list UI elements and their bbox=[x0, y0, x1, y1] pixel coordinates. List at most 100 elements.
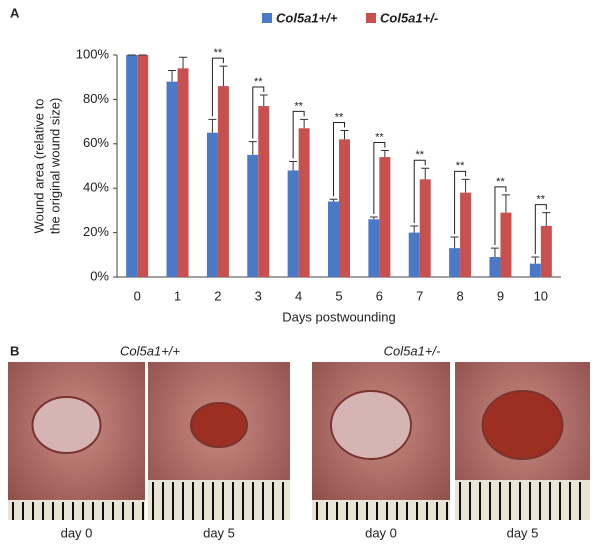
error-bar bbox=[369, 216, 378, 220]
bar bbox=[379, 157, 391, 277]
x-tick-label: 5 bbox=[335, 288, 342, 303]
panel-label: B bbox=[10, 343, 19, 358]
x-tick-label: 0 bbox=[134, 288, 141, 303]
wound bbox=[190, 402, 248, 448]
x-tick-label: 2 bbox=[214, 288, 221, 303]
x-tick-label: 3 bbox=[255, 288, 262, 303]
significance-label: ** bbox=[294, 100, 303, 112]
y-tick-label: 80% bbox=[83, 91, 109, 106]
error-bar bbox=[300, 118, 309, 129]
error-bar bbox=[421, 167, 430, 180]
significance-label: ** bbox=[456, 160, 465, 172]
x-tick-label: 4 bbox=[295, 288, 302, 303]
error-bar bbox=[248, 141, 257, 155]
bar bbox=[206, 132, 218, 277]
photo-caption: day 5 bbox=[203, 525, 235, 540]
x-tick-label: 6 bbox=[376, 288, 383, 303]
significance-label: ** bbox=[496, 176, 505, 188]
ruler bbox=[455, 480, 590, 520]
significance-bracket bbox=[454, 170, 467, 235]
error-bar bbox=[289, 161, 298, 171]
bar bbox=[328, 201, 339, 277]
significance-label: ** bbox=[537, 194, 546, 206]
bar bbox=[137, 55, 149, 277]
y-tick-label: 20% bbox=[83, 224, 109, 239]
bar bbox=[287, 170, 299, 277]
bar bbox=[529, 263, 541, 277]
significance-bracket bbox=[333, 121, 345, 197]
bar bbox=[258, 106, 270, 277]
y-axis-label: the original wound size) bbox=[47, 98, 62, 235]
photo-caption: day 0 bbox=[61, 525, 93, 540]
wound bbox=[31, 396, 102, 454]
bar bbox=[298, 128, 310, 277]
ruler bbox=[148, 480, 290, 520]
wound bbox=[481, 390, 564, 460]
bar bbox=[247, 154, 259, 277]
error-bar bbox=[259, 94, 268, 107]
y-tick-label: 100% bbox=[76, 46, 110, 61]
bar bbox=[449, 248, 461, 277]
legend-label: Col5a1+/- bbox=[380, 10, 438, 25]
error-bar bbox=[208, 118, 217, 133]
photos bbox=[8, 362, 590, 520]
bar bbox=[126, 55, 138, 277]
significance-label: ** bbox=[214, 47, 223, 59]
ruler bbox=[312, 500, 450, 520]
photo-caption: day 0 bbox=[365, 525, 397, 540]
bar bbox=[368, 219, 380, 277]
error-bar bbox=[461, 178, 470, 193]
y-tick-label: 40% bbox=[83, 180, 109, 195]
error-bar bbox=[410, 225, 419, 233]
ruler bbox=[8, 500, 145, 520]
error-bar bbox=[450, 236, 459, 249]
bar bbox=[339, 139, 350, 277]
significance-bracket bbox=[373, 141, 386, 215]
error-bar bbox=[531, 256, 540, 264]
significance-bracket bbox=[292, 110, 305, 159]
bar bbox=[460, 192, 472, 277]
error-bar bbox=[219, 65, 228, 87]
wound bbox=[330, 390, 412, 460]
bar bbox=[419, 179, 431, 277]
x-tick-label: 10 bbox=[534, 288, 548, 303]
error-bar bbox=[179, 56, 188, 69]
significance-bracket bbox=[252, 86, 265, 139]
significance-bracket bbox=[211, 57, 224, 117]
error-bar bbox=[340, 129, 349, 140]
significance-label: ** bbox=[415, 149, 424, 161]
bar bbox=[408, 232, 420, 277]
bar bbox=[166, 81, 178, 277]
significance-label: ** bbox=[375, 131, 384, 143]
y-tick-label: 60% bbox=[83, 135, 109, 150]
legend-swatch bbox=[366, 13, 376, 23]
error-bar bbox=[501, 194, 510, 213]
error-bar bbox=[168, 70, 177, 82]
error-bar bbox=[329, 198, 338, 202]
significance-bracket bbox=[494, 186, 507, 246]
error-bar bbox=[490, 247, 499, 258]
x-axis-label: Days postwounding bbox=[282, 309, 395, 324]
legend-swatch bbox=[262, 13, 272, 23]
group-title: Col5a1+/+ bbox=[120, 343, 180, 358]
bar bbox=[489, 257, 501, 277]
photo-caption: day 5 bbox=[507, 525, 539, 540]
x-tick-label: 8 bbox=[456, 288, 463, 303]
x-tick-label: 1 bbox=[174, 288, 181, 303]
bar bbox=[217, 86, 229, 277]
bar bbox=[177, 68, 189, 277]
x-tick-label: 7 bbox=[416, 288, 423, 303]
x-tick-label: 9 bbox=[497, 288, 504, 303]
y-axis-label: Wound area (relative to bbox=[31, 99, 46, 234]
error-bar bbox=[542, 212, 551, 226]
significance-label: ** bbox=[335, 111, 344, 123]
legend-label: Col5a1+/+ bbox=[276, 10, 338, 25]
group-title: Col5a1+/- bbox=[384, 343, 441, 358]
y-tick-label: 0% bbox=[90, 268, 109, 283]
bar bbox=[500, 212, 512, 277]
bar bbox=[540, 225, 552, 277]
error-bar bbox=[380, 149, 389, 158]
panel-label: A bbox=[10, 5, 20, 20]
significance-label: ** bbox=[254, 76, 263, 88]
